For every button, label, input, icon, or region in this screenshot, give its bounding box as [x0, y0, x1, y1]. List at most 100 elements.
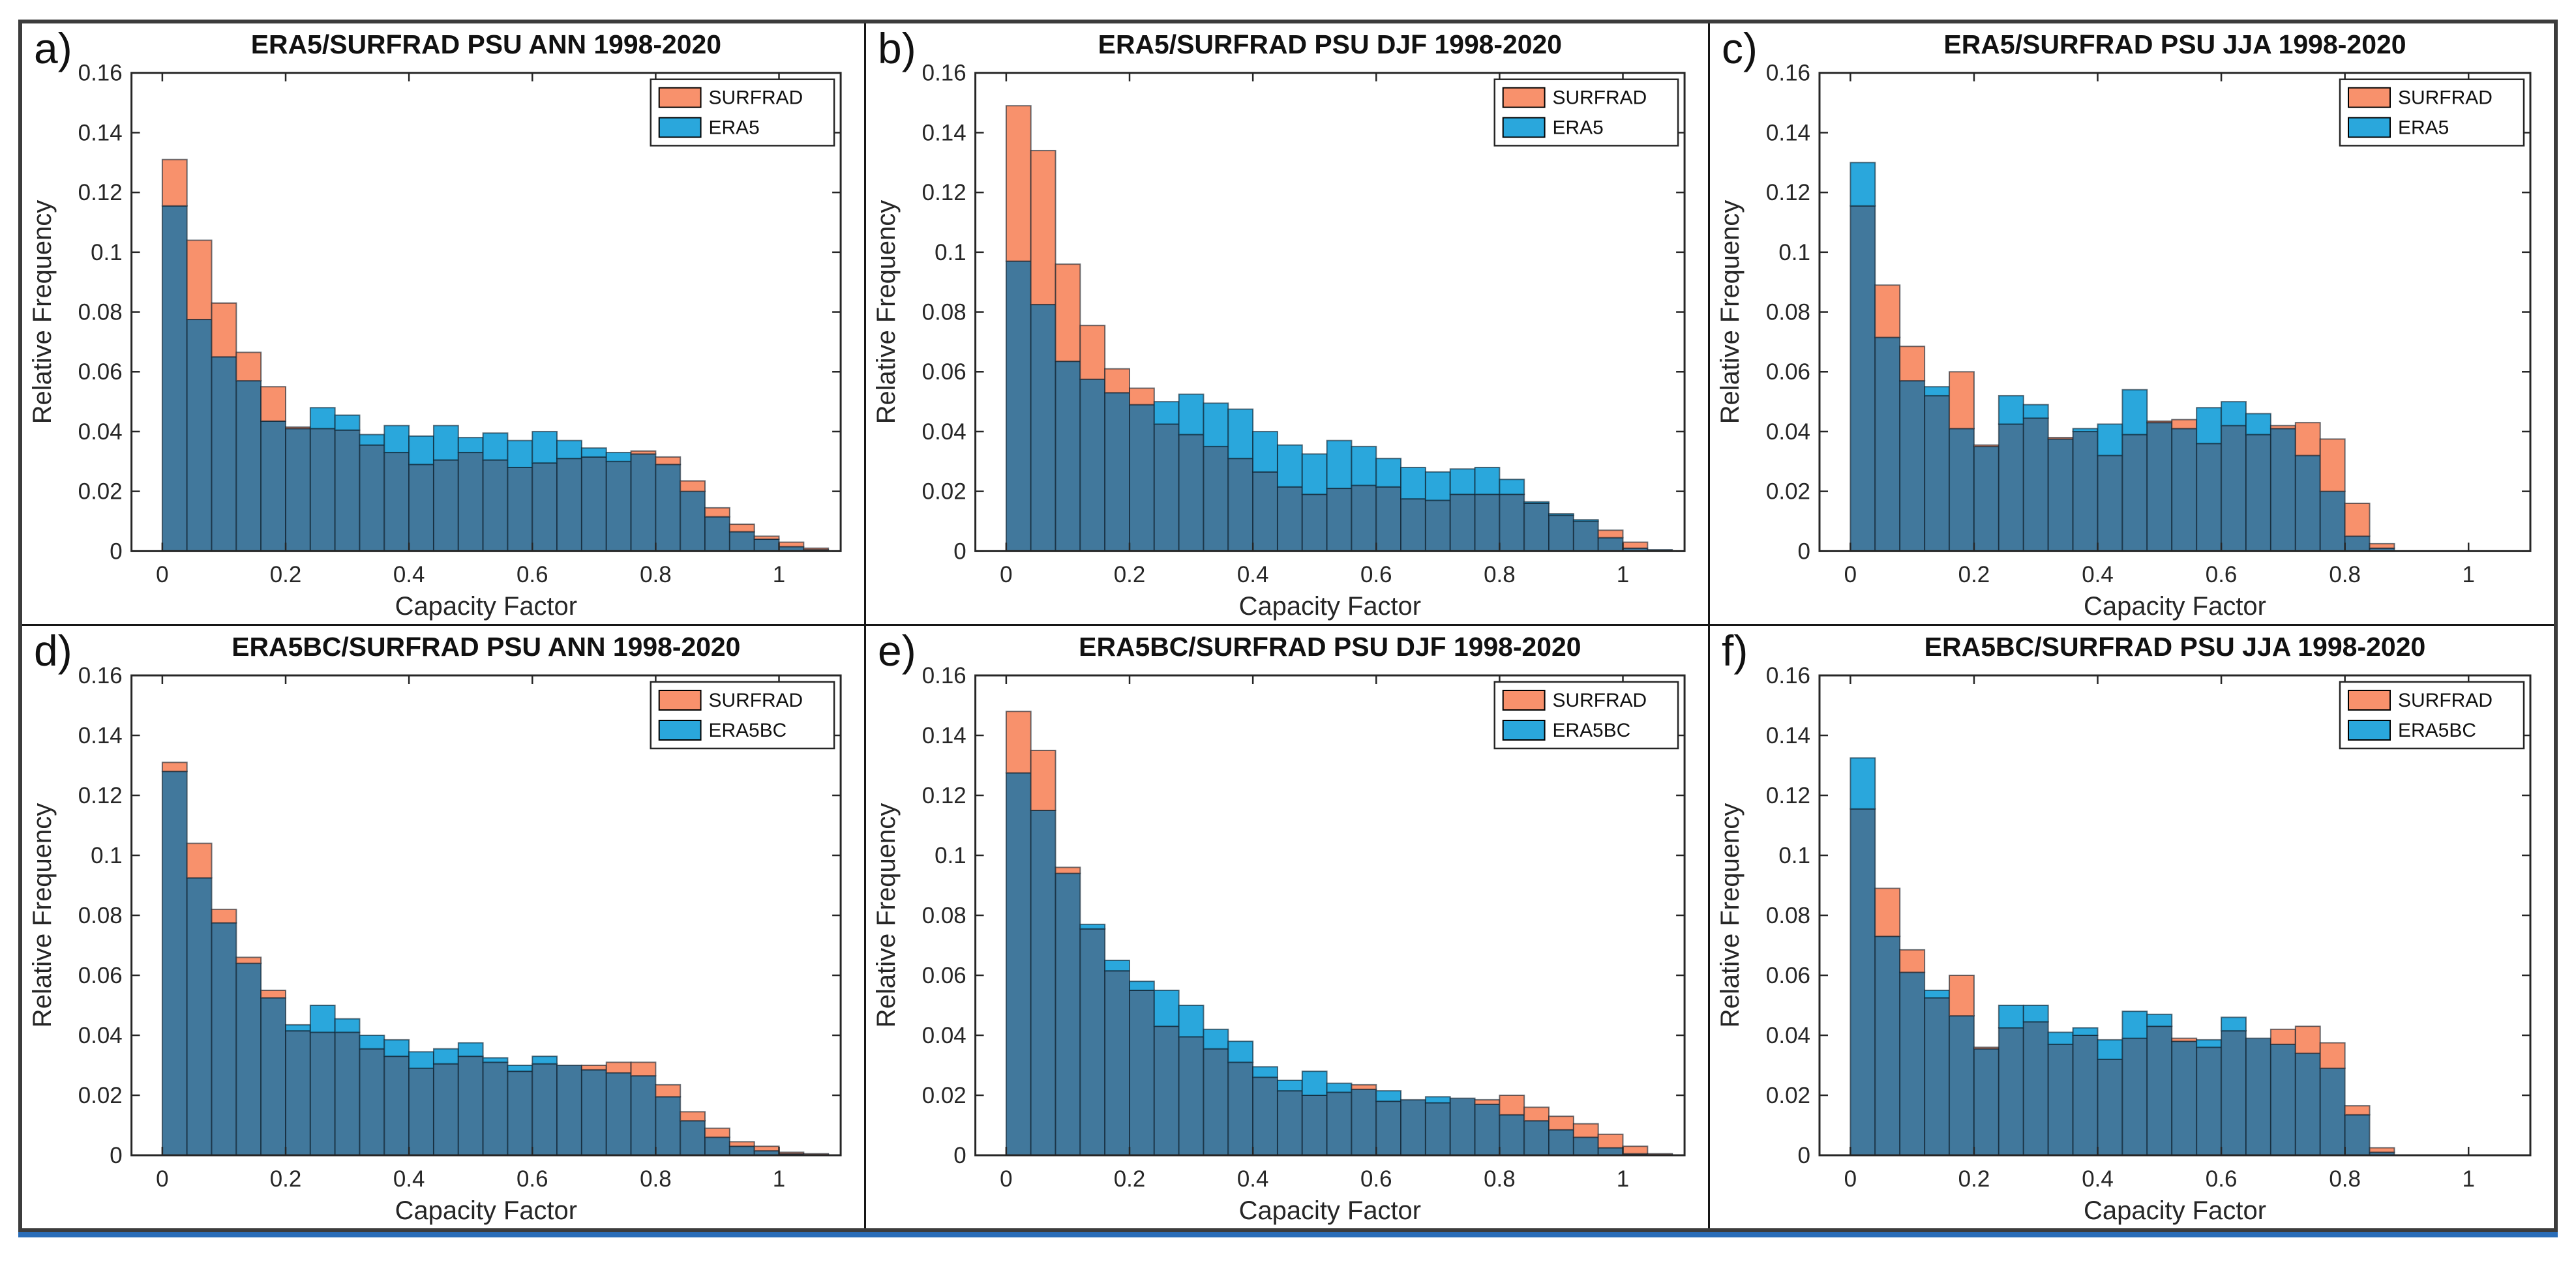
chart-e: 0 0.2 0.4 0.6 0.8 1 0 0.02 0.04 0.06 0.08 0.1 0.12 0.…: [872, 632, 1686, 1225]
legend-swatch-surfrad: [2348, 87, 2391, 108]
bar-overlap: [728, 1145, 755, 1157]
panel-letter-b: b): [878, 24, 916, 72]
y-tick-label: 0.04: [78, 419, 123, 445]
y-axis-label: Relative Frequency: [872, 200, 901, 424]
bar-overlap: [1104, 392, 1131, 552]
bar-surfrad-cap: [2294, 1026, 2321, 1054]
y-tick-label: 0.02: [1766, 1083, 1810, 1108]
y-axis-label: Relative Frequency: [1716, 803, 1745, 1028]
bar-era5-cap: [408, 435, 434, 465]
bar-surfrad-cap: [186, 239, 213, 321]
bar-era5-cap: [1400, 466, 1426, 500]
panel-c: c) 0 0.2 0.4 0.6 0.8 1 0 0.02 0.04 0.06 0.08 0.1 0.12…: [1710, 23, 2554, 626]
bar-overlap: [630, 1075, 657, 1156]
bar-surfrad-cap: [2319, 1042, 2346, 1069]
bar-surfrad-cap: [260, 990, 287, 999]
bar-overlap: [1301, 494, 1328, 552]
legend-swatch-surfrad: [1502, 690, 1546, 711]
bar-era5bc-cap: [1104, 960, 1131, 972]
x-tick-label: 0.4: [2082, 1166, 2114, 1192]
legend-label: ERA5: [1553, 117, 1604, 138]
x-axis-label: Capacity Factor: [2084, 592, 2266, 621]
bar-overlap: [1227, 1061, 1254, 1157]
y-tick-label: 0.02: [78, 479, 123, 505]
y-tick-label: 0: [1798, 539, 1810, 564]
y-tick-label: 0.1: [1778, 240, 1810, 265]
y-tick-label: 0.12: [1766, 180, 1810, 205]
bar-surfrad-cap: [1899, 346, 1926, 382]
x-tick-label: 0.6: [517, 562, 548, 587]
bar-overlap: [753, 539, 780, 552]
bar-surfrad-cap: [680, 480, 706, 492]
bar-overlap: [2072, 430, 2099, 552]
bar-overlap: [532, 1063, 558, 1157]
x-tick-label: 0: [1844, 562, 1857, 587]
bar-overlap: [507, 1071, 533, 1157]
legend-swatch-era5bc: [1502, 720, 1546, 741]
bar-era5-cap: [432, 424, 459, 461]
bar-overlap: [1326, 488, 1353, 552]
bar-overlap: [2294, 1052, 2321, 1156]
bar-surfrad-cap: [2269, 424, 2296, 430]
bar-overlap: [1400, 1099, 1426, 1157]
y-tick-label: 0.06: [78, 359, 123, 385]
legend-label: SURFRAD: [1553, 690, 1647, 711]
bar-overlap: [359, 444, 385, 552]
legend-label: SURFRAD: [709, 87, 803, 109]
bar-overlap: [532, 462, 558, 552]
bar-surfrad-cap: [2171, 419, 2198, 430]
y-tick-label: 0.06: [922, 359, 966, 385]
bar-overlap: [1178, 434, 1205, 552]
y-tick-label: 0.16: [78, 663, 123, 688]
legend: SURFRAD ERA5BC: [650, 681, 835, 750]
y-tick-label: 0: [1798, 1143, 1810, 1168]
legend-swatch-surfrad: [2348, 690, 2391, 711]
bar-surfrad-cap: [1973, 1046, 1999, 1050]
bar-era5bc-cap: [1178, 1005, 1205, 1038]
y-axis-label: Relative Frequency: [28, 200, 57, 424]
bar-era5-cap: [2121, 389, 2148, 436]
bar-overlap: [408, 1067, 434, 1156]
bar-overlap: [457, 1056, 484, 1157]
bar-surfrad-cap: [1874, 887, 1901, 938]
bar-overlap: [1203, 445, 1229, 552]
y-tick-label: 0.14: [1766, 723, 1810, 748]
bar-overlap: [1153, 1026, 1180, 1157]
bar-overlap: [1874, 936, 1901, 1156]
bar-era5bc-cap: [2072, 1027, 2099, 1036]
y-tick-label: 0.04: [922, 419, 966, 445]
bar-era5-cap: [2022, 404, 2049, 419]
bar-era5bc-cap: [1129, 981, 1155, 992]
bar-era5-cap: [359, 434, 385, 446]
bar-era5-cap: [556, 439, 582, 460]
bar-overlap: [1276, 1090, 1303, 1156]
bar-surfrad-cap: [1129, 387, 1155, 406]
bar-overlap: [680, 490, 706, 552]
bar-overlap: [1548, 1129, 1574, 1157]
bar-overlap: [1572, 1136, 1599, 1157]
bar-overlap: [1005, 260, 1032, 552]
bar-overlap: [1351, 484, 1377, 552]
legend: SURFRAD ERA5BC: [1493, 681, 1679, 750]
bar-era5-cap: [482, 432, 509, 461]
y-tick-label: 0.16: [922, 663, 966, 688]
bar-era5-cap: [605, 452, 632, 462]
bar-overlap: [2072, 1035, 2099, 1156]
y-tick-label: 0.04: [78, 1023, 123, 1048]
bar-overlap: [2146, 1026, 2173, 1157]
bar-overlap: [2344, 1114, 2371, 1157]
bars: [1850, 162, 2395, 552]
x-tick-label: 0: [1000, 562, 1012, 587]
bar-overlap: [432, 1063, 459, 1157]
bar-surfrad-cap: [2369, 542, 2395, 549]
bar-surfrad-cap: [580, 1065, 607, 1071]
bar-era5bc-cap: [334, 1018, 361, 1033]
bar-surfrad-cap: [630, 450, 657, 455]
bar-overlap: [655, 464, 681, 552]
bar-overlap: [655, 1096, 681, 1156]
x-tick-label: 0.6: [2206, 1166, 2238, 1192]
bar-overlap: [1301, 1095, 1328, 1156]
y-tick-label: 0.12: [922, 783, 966, 808]
bar-overlap: [1055, 872, 1081, 1156]
bar-overlap: [383, 1056, 410, 1157]
